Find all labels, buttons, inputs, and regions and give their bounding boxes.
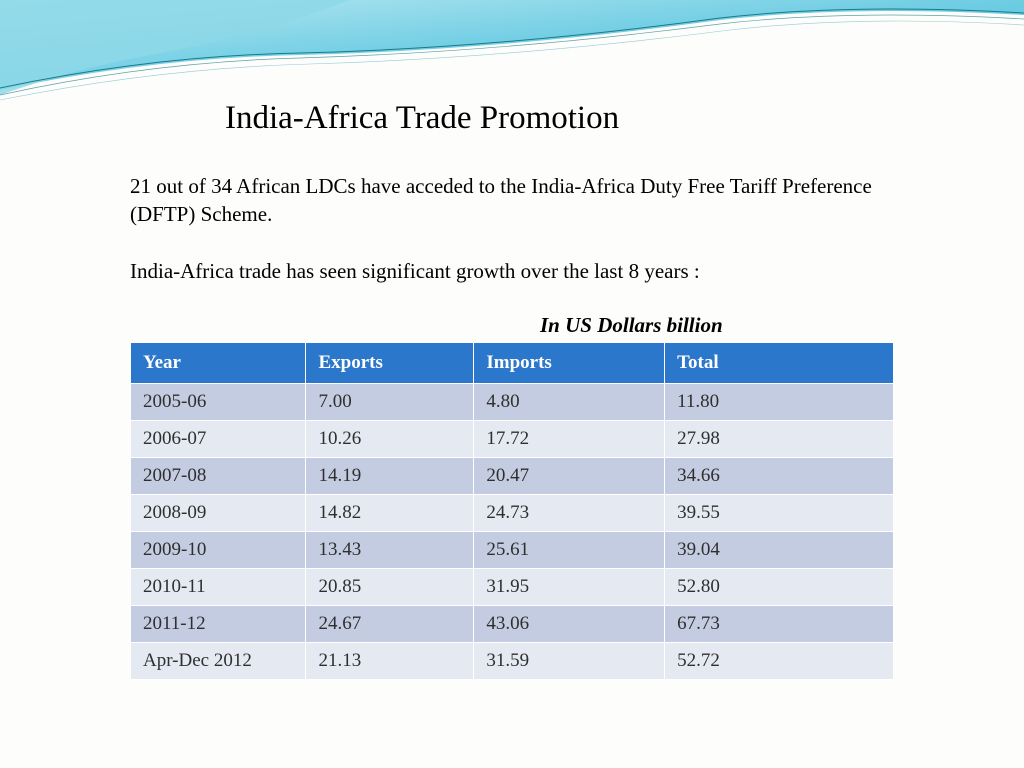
- col-header-year: Year: [131, 343, 306, 384]
- table-cell: 39.04: [665, 532, 894, 569]
- col-header-exports: Exports: [306, 343, 474, 384]
- table-cell: 7.00: [306, 384, 474, 421]
- table-cell: 21.13: [306, 643, 474, 680]
- units-label: In US Dollars billion: [540, 313, 894, 338]
- table-cell: 67.73: [665, 606, 894, 643]
- table-cell: 34.66: [665, 458, 894, 495]
- table-header-row: Year Exports Imports Total: [131, 343, 894, 384]
- table-cell: 17.72: [474, 421, 665, 458]
- table-row: 2007-0814.1920.4734.66: [131, 458, 894, 495]
- page-title: India-Africa Trade Promotion: [225, 100, 894, 137]
- table-cell: 43.06: [474, 606, 665, 643]
- table-cell: 25.61: [474, 532, 665, 569]
- table-cell: 10.26: [306, 421, 474, 458]
- table-cell: 31.59: [474, 643, 665, 680]
- paragraph-growth: India-Africa trade has seen significant …: [130, 257, 894, 285]
- table-cell: 2010-11: [131, 569, 306, 606]
- table-cell: 13.43: [306, 532, 474, 569]
- table-cell: 2005-06: [131, 384, 306, 421]
- table-row: Apr-Dec 201221.1331.5952.72: [131, 643, 894, 680]
- paragraph-dftp: 21 out of 34 African LDCs have acceded t…: [130, 172, 894, 229]
- table-row: 2006-0710.2617.7227.98: [131, 421, 894, 458]
- table-row: 2011-1224.6743.0667.73: [131, 606, 894, 643]
- table-cell: 39.55: [665, 495, 894, 532]
- table-cell: 14.82: [306, 495, 474, 532]
- table-cell: 2009-10: [131, 532, 306, 569]
- table-cell: 2007-08: [131, 458, 306, 495]
- table-cell: 11.80: [665, 384, 894, 421]
- table-cell: 2008-09: [131, 495, 306, 532]
- table-cell: 27.98: [665, 421, 894, 458]
- table-cell: 24.67: [306, 606, 474, 643]
- table-row: 2005-067.004.8011.80: [131, 384, 894, 421]
- table-cell: 4.80: [474, 384, 665, 421]
- table-cell: 20.85: [306, 569, 474, 606]
- trade-table: Year Exports Imports Total 2005-067.004.…: [130, 342, 894, 680]
- table-cell: 14.19: [306, 458, 474, 495]
- table-cell: 52.80: [665, 569, 894, 606]
- col-header-total: Total: [665, 343, 894, 384]
- table-row: 2008-0914.8224.7339.55: [131, 495, 894, 532]
- table-cell: Apr-Dec 2012: [131, 643, 306, 680]
- table-cell: 2011-12: [131, 606, 306, 643]
- table-row: 2009-1013.4325.6139.04: [131, 532, 894, 569]
- table-cell: 2006-07: [131, 421, 306, 458]
- table-cell: 52.72: [665, 643, 894, 680]
- table-cell: 20.47: [474, 458, 665, 495]
- table-cell: 31.95: [474, 569, 665, 606]
- col-header-imports: Imports: [474, 343, 665, 384]
- table-row: 2010-1120.8531.9552.80: [131, 569, 894, 606]
- table-cell: 24.73: [474, 495, 665, 532]
